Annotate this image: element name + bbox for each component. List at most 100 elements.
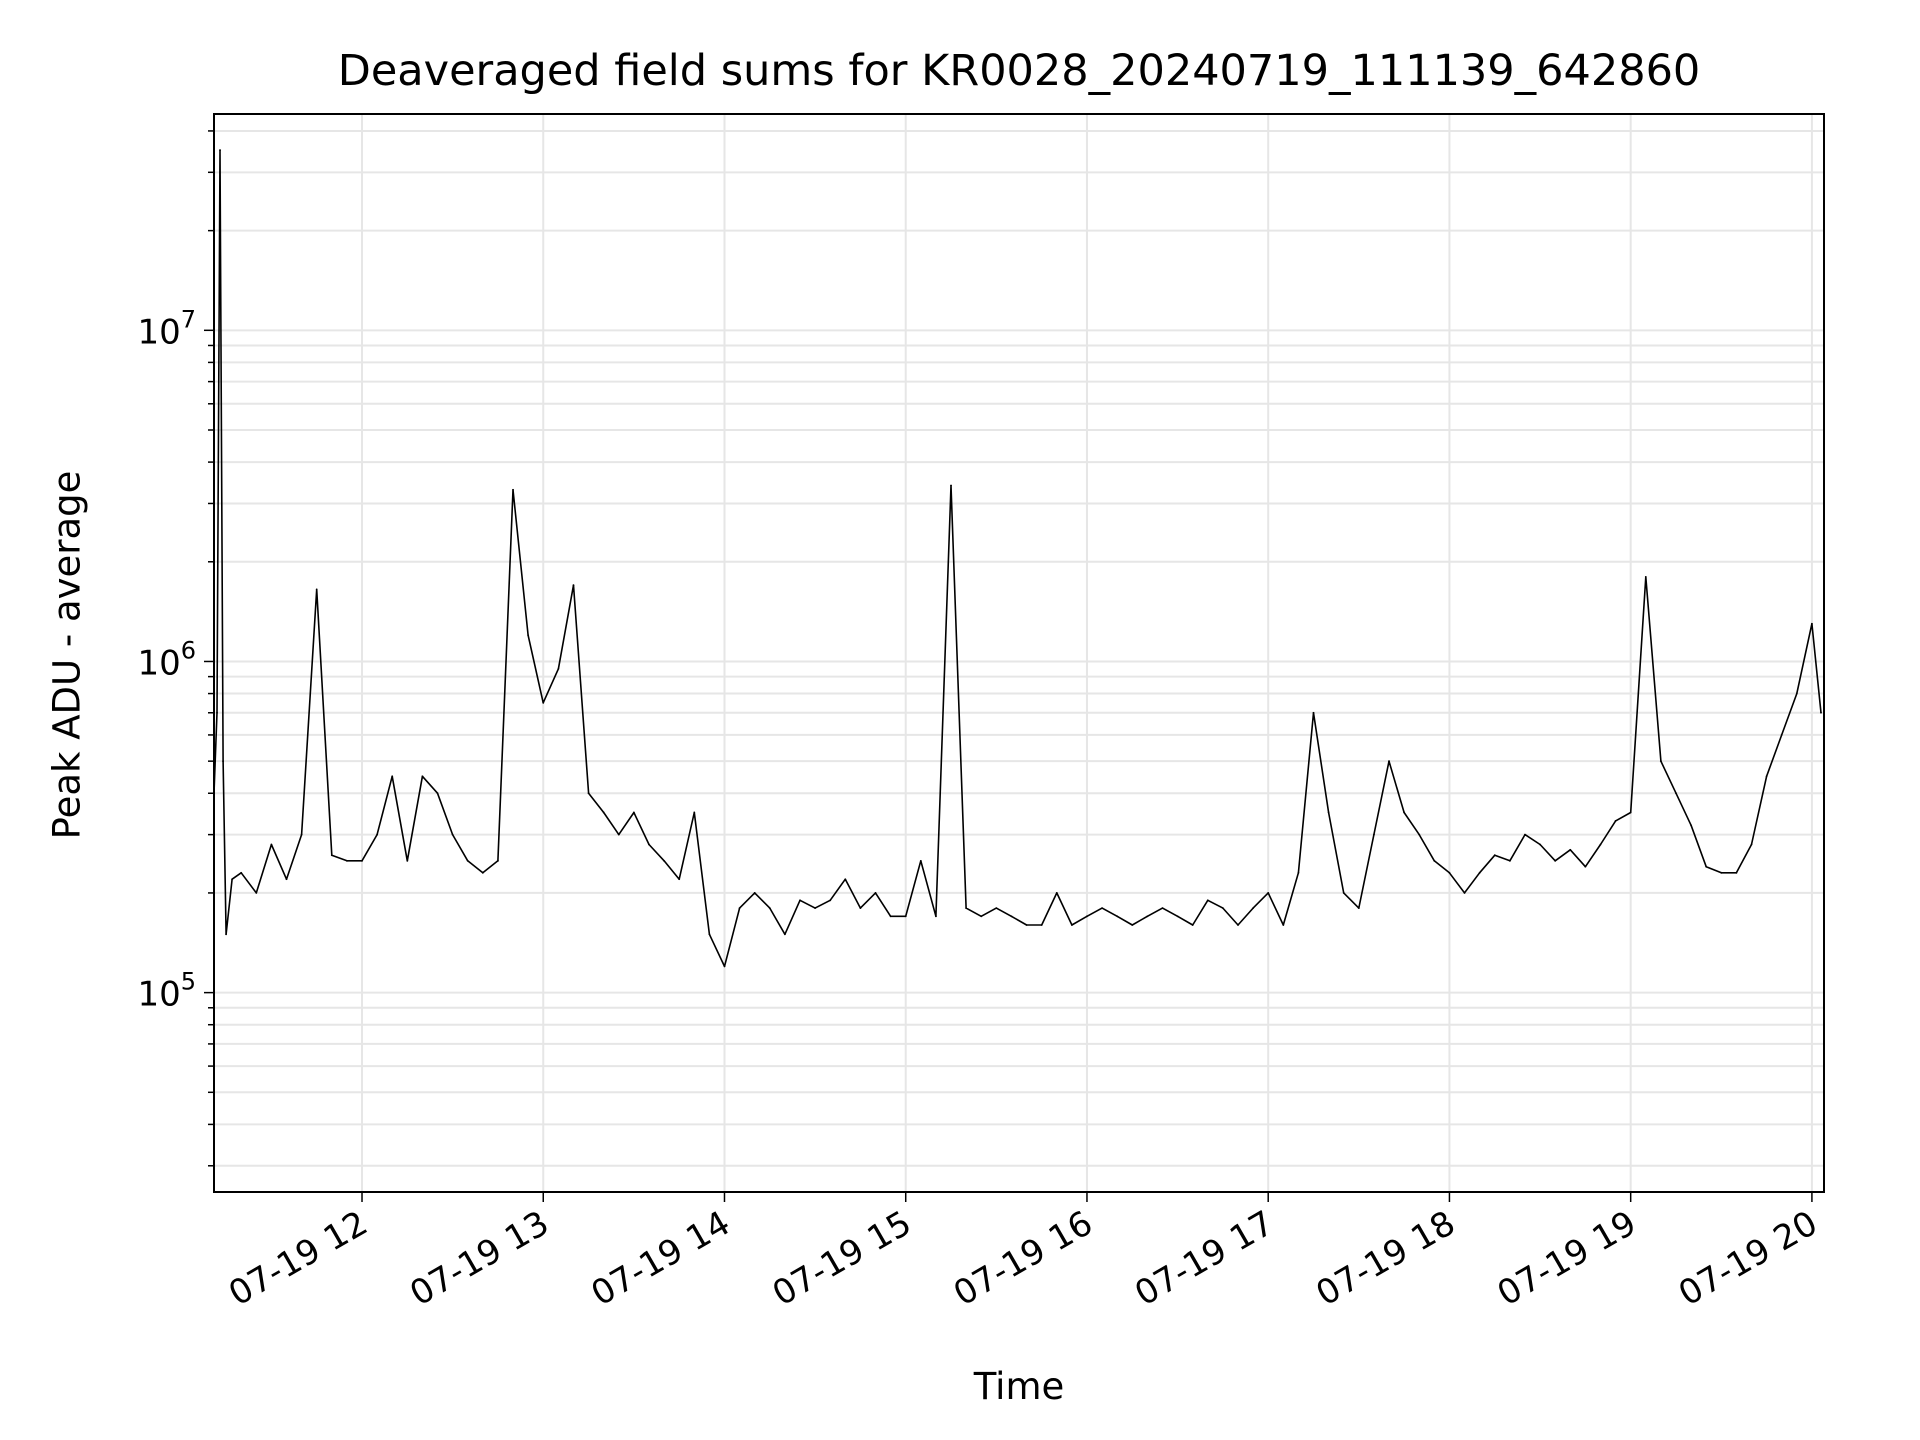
data-point bbox=[1584, 865, 1587, 868]
data-point bbox=[1554, 859, 1557, 862]
data-point bbox=[391, 775, 394, 778]
data-point bbox=[1539, 843, 1541, 846]
data-point bbox=[1357, 907, 1360, 909]
data-point bbox=[648, 843, 650, 846]
data-point bbox=[1569, 848, 1572, 851]
data-point bbox=[1705, 865, 1708, 868]
data-point bbox=[1191, 924, 1194, 926]
data-point bbox=[1403, 811, 1406, 814]
data-point bbox=[451, 833, 454, 836]
data-point bbox=[1267, 892, 1270, 894]
data-point bbox=[1508, 859, 1511, 862]
data-point bbox=[481, 871, 484, 874]
data-point bbox=[1433, 859, 1436, 862]
data-point bbox=[542, 701, 545, 704]
data-point bbox=[231, 878, 234, 881]
data-point bbox=[889, 915, 892, 918]
data-point bbox=[222, 760, 224, 763]
data-point bbox=[270, 843, 273, 846]
data-point bbox=[219, 149, 221, 152]
data-point bbox=[1086, 915, 1088, 918]
data-point bbox=[1055, 892, 1058, 894]
data-point bbox=[904, 915, 907, 918]
data-point bbox=[300, 833, 303, 836]
data-point bbox=[1735, 871, 1738, 874]
data-point bbox=[1388, 760, 1390, 763]
data-point bbox=[1524, 833, 1526, 836]
data-point bbox=[678, 878, 681, 881]
data-point bbox=[1599, 843, 1602, 846]
data-point bbox=[1720, 871, 1723, 874]
data-point bbox=[240, 871, 243, 874]
data-point bbox=[285, 878, 288, 881]
data-point bbox=[708, 933, 711, 936]
data-point bbox=[602, 811, 605, 814]
data-point bbox=[1146, 915, 1149, 918]
data-point bbox=[315, 588, 318, 591]
data-point bbox=[1644, 576, 1647, 578]
y-tick-label: 105 bbox=[137, 968, 196, 1015]
data-point bbox=[1448, 871, 1451, 874]
data-point bbox=[617, 833, 620, 836]
data-point bbox=[225, 933, 227, 936]
data-point bbox=[1463, 892, 1466, 894]
data-point bbox=[1629, 811, 1632, 814]
data-point bbox=[346, 859, 348, 862]
data-point bbox=[1237, 924, 1239, 926]
data-point bbox=[1101, 907, 1103, 909]
x-axis-label: Time bbox=[973, 1365, 1065, 1408]
data-point bbox=[1811, 622, 1813, 625]
data-point bbox=[497, 859, 499, 862]
data-point bbox=[1780, 734, 1783, 736]
data-point bbox=[557, 667, 560, 670]
plot-area-frame bbox=[213, 113, 1825, 1193]
data-point bbox=[1795, 692, 1798, 695]
data-point bbox=[768, 907, 771, 909]
data-point bbox=[376, 833, 379, 836]
data-point bbox=[1252, 907, 1254, 909]
data-point bbox=[935, 915, 937, 918]
data-point bbox=[572, 584, 575, 587]
data-point bbox=[874, 892, 877, 894]
data-point bbox=[527, 634, 530, 637]
data-point bbox=[255, 892, 258, 894]
data-point bbox=[1675, 792, 1677, 795]
data-point bbox=[1161, 907, 1164, 909]
data-point bbox=[693, 811, 696, 814]
data-point bbox=[632, 811, 635, 814]
data-point bbox=[1493, 854, 1496, 857]
data-point bbox=[1010, 915, 1013, 918]
data-point bbox=[421, 775, 424, 778]
data-point bbox=[436, 792, 439, 795]
data-point bbox=[723, 965, 726, 968]
data-point bbox=[406, 859, 409, 862]
data-point bbox=[1116, 915, 1119, 918]
data-point bbox=[1206, 899, 1209, 902]
data-point bbox=[1312, 711, 1315, 714]
gridlines bbox=[214, 114, 1824, 1192]
data-point bbox=[1070, 924, 1073, 926]
data-point bbox=[844, 878, 847, 881]
data-point bbox=[859, 907, 862, 909]
data-point bbox=[980, 915, 983, 918]
data-point bbox=[1659, 760, 1662, 763]
y-tick-label: 107 bbox=[137, 305, 196, 352]
data-point bbox=[1478, 871, 1481, 874]
y-axis-label: Peak ADU - average bbox=[45, 470, 89, 840]
data-point bbox=[1614, 820, 1617, 822]
data-point bbox=[1750, 843, 1753, 846]
data-point bbox=[1342, 892, 1345, 894]
data-point bbox=[466, 859, 469, 862]
data-point bbox=[829, 899, 832, 902]
data-point bbox=[995, 907, 998, 909]
chart-title: Deaveraged field sums for KR0028_2024071… bbox=[337, 46, 1701, 96]
data-point bbox=[1040, 924, 1043, 926]
data-point bbox=[1820, 711, 1822, 714]
data-point bbox=[799, 899, 801, 902]
data-point bbox=[361, 859, 363, 862]
data-point bbox=[1282, 924, 1285, 926]
data-point bbox=[512, 488, 514, 491]
data-point bbox=[1221, 907, 1224, 909]
data-point bbox=[814, 907, 817, 909]
